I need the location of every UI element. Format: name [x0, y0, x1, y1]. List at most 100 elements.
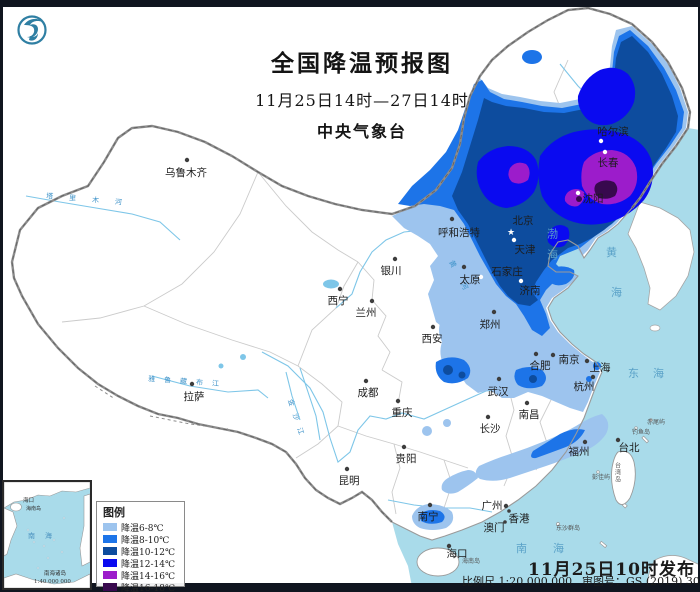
city-hefei: 合肥: [530, 351, 551, 372]
svg-text:北京: 北京: [513, 214, 534, 227]
frame-top: [0, 0, 700, 7]
legend-swatch-14-16: [103, 571, 117, 579]
svg-text:南宁: 南宁: [418, 510, 439, 523]
svg-text:昆明: 昆明: [339, 475, 360, 487]
legend-swatch-12-14: [103, 559, 117, 567]
svg-text:重庆: 重庆: [392, 406, 413, 419]
city-shanghai: 上海: [584, 358, 611, 374]
svg-text:西安: 西安: [422, 332, 443, 345]
inset-label-hainan: 海南岛: [26, 505, 41, 512]
inset-map-svg: 海口 海南岛 南海 南海诸岛 1:40 000 000: [3, 481, 91, 589]
hainan-island: [416, 547, 460, 577]
south-china-sea-inset: 海口 海南岛 南海 南海诸岛 1:40 000 000: [2, 480, 92, 590]
title-block: 全国降温预报图 11月25日14时—27日14时 中央气象台: [0, 44, 700, 142]
city-jinan: 济南: [518, 278, 541, 297]
svg-text:★: ★: [507, 228, 515, 238]
release-time: 11月25日10时发布: [528, 560, 695, 580]
city-nanjing: 南京: [550, 352, 580, 366]
korea-peninsula: [627, 201, 695, 311]
agency-name: 中央气象台: [316, 122, 407, 141]
svg-text:澳门: 澳门: [484, 521, 505, 534]
qinghai-lake: [323, 279, 339, 289]
national-border-dash: [11, 7, 691, 523]
svg-text:海口: 海口: [447, 547, 468, 560]
island-label-pengjia: 彭佳屿: [592, 473, 610, 481]
svg-text:乌鲁木齐: 乌鲁木齐: [165, 166, 207, 179]
city-chengdu: 成都: [358, 378, 379, 399]
legend-title: 图例: [103, 506, 125, 519]
svg-text:南京: 南京: [559, 353, 580, 366]
svg-text:长沙: 长沙: [480, 423, 501, 435]
cma-logo: [17, 15, 47, 45]
inset-label-scale: 1:40 000 000: [34, 579, 71, 585]
city-changsha: 长沙: [480, 414, 501, 435]
svg-text:天津: 天津: [515, 244, 536, 256]
svg-text:郑州: 郑州: [480, 318, 501, 331]
city-macau: 澳门: [484, 520, 507, 534]
sea-label-nanhai: 南海: [516, 541, 590, 555]
city-xining: 西宁: [328, 286, 349, 307]
svg-text:呼和浩特: 呼和浩特: [438, 227, 480, 239]
svg-text:哈尔滨: 哈尔滨: [597, 125, 629, 138]
city-nanchang: 南昌: [519, 400, 540, 421]
island-label-chiwei: 赤尾屿: [647, 418, 665, 426]
inset-hainan: [10, 502, 22, 512]
legend-row: 降温10-12℃: [103, 545, 184, 558]
frame-bottom: [0, 583, 700, 592]
city-taiyuan: 太原: [460, 264, 481, 286]
legend-row: 降温8-10℃: [103, 533, 184, 546]
city-taipei: 台北: [615, 437, 640, 454]
island-labels: 台湾岛 钓鱼岛 赤尾屿 彭佳屿 东沙群岛 海南岛: [462, 418, 665, 565]
city-harbin: 哈尔滨: [597, 125, 629, 144]
city-lhasa: 拉萨: [184, 381, 205, 403]
svg-text:合肥: 合肥: [530, 359, 551, 372]
svg-text:杭州: 杭州: [574, 380, 595, 393]
frame-right: [698, 0, 700, 592]
city-kunming: 昆明: [339, 466, 360, 487]
svg-text:银川: 银川: [381, 264, 402, 277]
svg-text:台北: 台北: [619, 441, 640, 454]
svg-text:武汉: 武汉: [488, 385, 509, 398]
jeju-island: [649, 324, 661, 332]
legend-swatch-16-18: [103, 583, 117, 591]
page-title: 全国降温预报图: [271, 50, 453, 77]
svg-text:南昌: 南昌: [519, 408, 540, 421]
island-label-diaoyu: 钓鱼岛: [632, 428, 650, 436]
city-lanzhou: 兰州: [356, 298, 377, 319]
coastline: [391, 207, 633, 541]
svg-text:福州: 福州: [569, 445, 590, 458]
yarlung-river: [151, 375, 269, 399]
city-haikou: 海口: [447, 543, 468, 560]
city-shijiazhuang: 石家庄: [478, 265, 523, 280]
legend-row: 降温14-16℃: [103, 569, 184, 582]
svg-text:长春: 长春: [598, 157, 619, 169]
legend-swatch-10-12: [103, 547, 117, 555]
svg-text:贵阳: 贵阳: [396, 452, 417, 465]
inset-vietnam: [3, 507, 18, 557]
frame-left: [0, 0, 3, 592]
inset-label-nanhai: 南海: [28, 531, 62, 540]
city-shenyang: 沈阳: [575, 190, 604, 205]
city-hongkong: 香港: [507, 509, 530, 525]
svg-text:兰州: 兰州: [356, 306, 377, 319]
sea-labels: 渤海 黄 海 东海 南海: [516, 228, 664, 555]
lakes: [218, 279, 339, 369]
city-nanning: 南宁: [418, 502, 439, 523]
svg-text:沈阳: 沈阳: [583, 192, 604, 205]
map-scale: 比例尺 1:20 000 000: [462, 575, 573, 588]
city-changchun: 长春: [598, 149, 619, 169]
inset-islets: [26, 516, 66, 570]
sea-label-huanghai-1: 黄: [606, 245, 617, 259]
sea-label-bohai: 渤海: [546, 228, 559, 270]
svg-text:石家庄: 石家庄: [491, 265, 523, 278]
city-urumqi: 乌鲁木齐: [165, 157, 207, 179]
luzon-island: [647, 555, 700, 592]
city-xian: 西安: [422, 324, 443, 345]
city-guangzhou: 广州: [482, 500, 509, 512]
island-label-dongsha: 东沙群岛: [556, 524, 580, 532]
svg-text:济南: 济南: [520, 284, 541, 297]
svg-text:西宁: 西宁: [328, 294, 349, 307]
svg-text:上海: 上海: [590, 361, 611, 374]
